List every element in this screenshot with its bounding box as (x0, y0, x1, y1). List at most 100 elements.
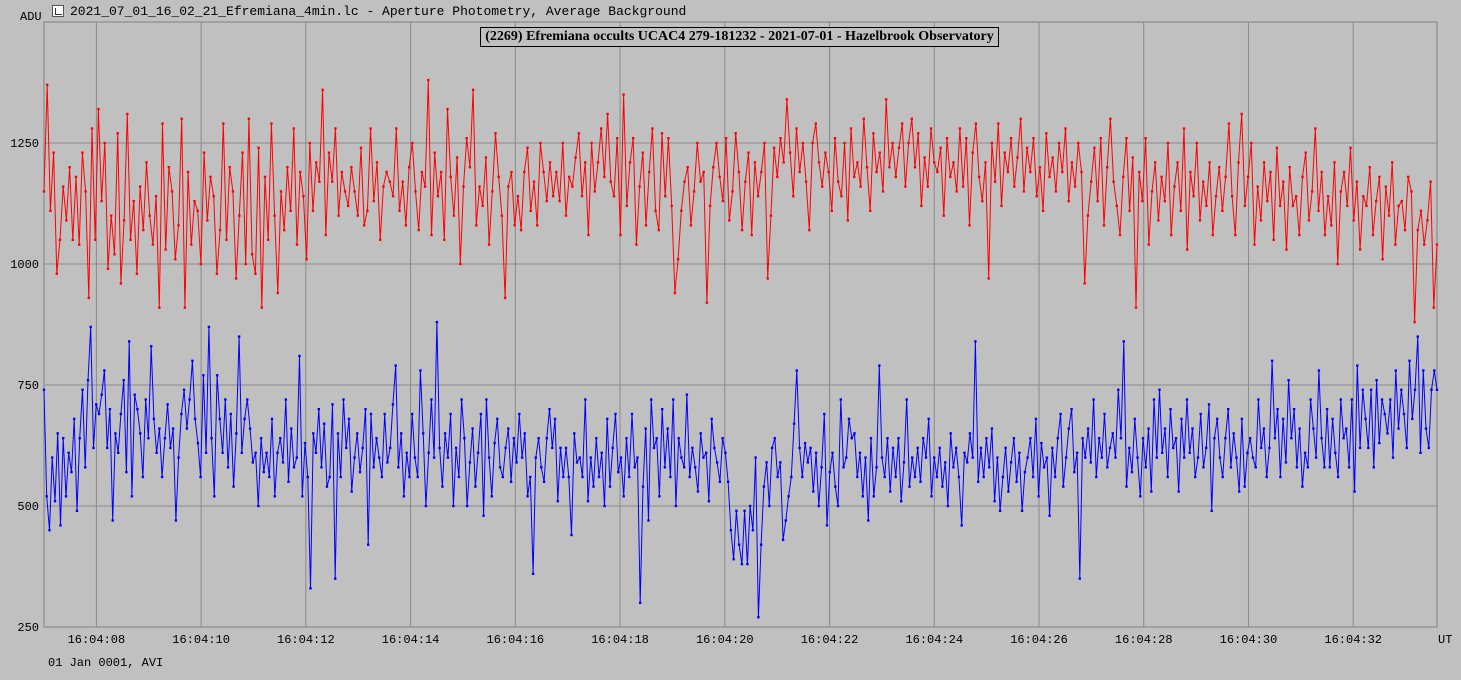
data-point (707, 500, 711, 503)
data-point (1180, 417, 1183, 421)
data-point (1061, 170, 1064, 174)
data-point (114, 432, 117, 435)
data-point (270, 122, 273, 125)
data-point (59, 524, 62, 527)
data-point (359, 146, 363, 149)
data-point (337, 214, 340, 217)
data-point (979, 446, 983, 450)
data-point (1429, 180, 1432, 183)
y-axis-label: ADU (20, 10, 42, 24)
data-point (1000, 204, 1003, 208)
data-point (788, 151, 792, 154)
data-point (1073, 185, 1077, 188)
data-point (268, 475, 271, 479)
data-point (177, 456, 180, 459)
data-point (782, 161, 785, 164)
data-point (913, 166, 917, 169)
data-point (1281, 417, 1285, 421)
data-point (439, 170, 443, 174)
data-point (1227, 408, 1230, 411)
data-point (427, 451, 430, 454)
data-point (845, 456, 848, 459)
data-point (756, 195, 760, 198)
data-point (1038, 166, 1042, 169)
data-point (1026, 456, 1029, 459)
data-point (1342, 170, 1346, 174)
data-point (523, 432, 526, 435)
data-point (1174, 437, 1178, 440)
data-point (479, 412, 483, 416)
data-point (395, 127, 398, 130)
data-point (875, 170, 878, 174)
data-point (1365, 204, 1368, 208)
data-point (273, 214, 276, 217)
data-point (985, 437, 988, 440)
data-point (213, 495, 216, 498)
data-point (298, 354, 301, 358)
data-point (869, 437, 873, 440)
data-point (694, 466, 697, 469)
data-point (196, 209, 199, 212)
plot-area (43, 21, 1438, 628)
data-point (1089, 461, 1092, 464)
data-point (1330, 224, 1333, 227)
data-point (292, 127, 295, 130)
data-point (276, 291, 279, 295)
data-point (726, 480, 730, 483)
data-point (147, 437, 150, 440)
data-point (1307, 219, 1311, 222)
data-point (996, 456, 999, 459)
data-point (1279, 475, 1282, 479)
chart-app-icon[interactable] (52, 5, 64, 17)
data-point (1189, 170, 1192, 174)
data-point (552, 195, 555, 198)
data-point (215, 374, 219, 377)
data-point (1013, 185, 1016, 188)
data-point (106, 267, 110, 270)
data-point (1064, 127, 1067, 130)
data-point (787, 495, 790, 498)
x-tick-label: 16:04:30 (1220, 633, 1278, 647)
data-point (135, 272, 139, 275)
data-point (196, 441, 200, 445)
data-point (1112, 180, 1115, 183)
data-point (754, 456, 757, 459)
data-point (1235, 456, 1238, 459)
data-point (62, 437, 65, 440)
data-point (814, 122, 817, 125)
data-point (1435, 388, 1439, 391)
data-point (981, 199, 984, 203)
data-point (215, 272, 219, 275)
data-point (790, 475, 793, 479)
data-point (523, 170, 526, 174)
data-point (222, 122, 225, 125)
data-point (965, 137, 968, 140)
y-tick-label: 1000 (10, 258, 39, 272)
data-point (849, 127, 853, 130)
data-point (1218, 166, 1221, 169)
data-point (235, 432, 238, 435)
data-point (1160, 175, 1163, 179)
data-point (382, 185, 385, 188)
data-point (1031, 475, 1035, 479)
data-point (314, 451, 318, 454)
data-point (955, 446, 958, 450)
data-point (817, 161, 821, 164)
data-point (206, 219, 209, 222)
data-point (647, 519, 650, 522)
data-point (158, 427, 161, 430)
data-point (1407, 175, 1410, 179)
data-point (97, 107, 100, 111)
data-point (1214, 195, 1218, 198)
data-point (229, 412, 232, 416)
data-point (652, 446, 656, 450)
data-point (1147, 243, 1150, 246)
data-point (407, 166, 411, 169)
data-point (55, 272, 58, 275)
data-point (202, 374, 205, 377)
data-point (1234, 233, 1237, 237)
data-point (380, 475, 384, 479)
data-point (1298, 233, 1301, 237)
data-point (1331, 417, 1334, 421)
data-point (1262, 427, 1266, 430)
